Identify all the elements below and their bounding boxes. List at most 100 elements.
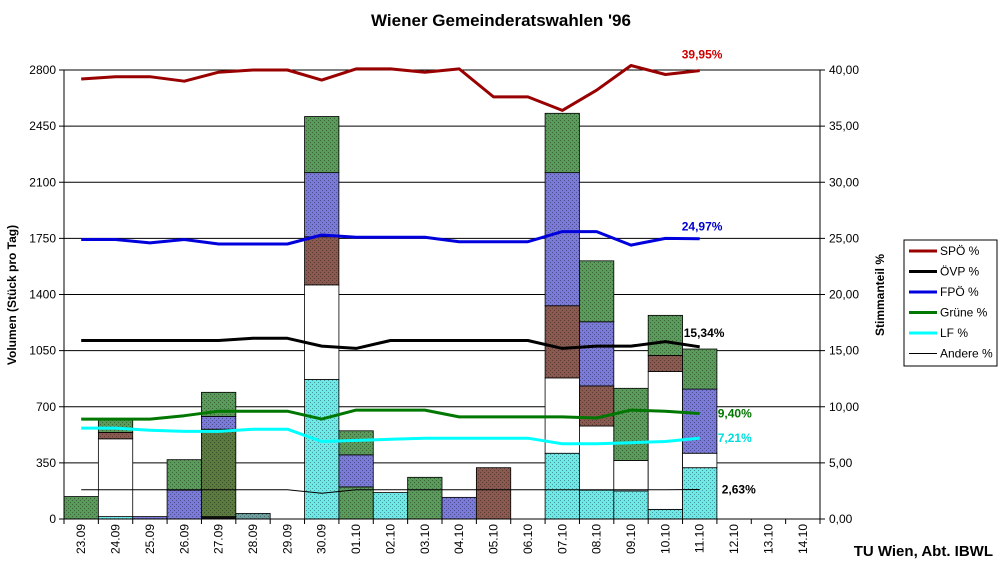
line-series-3 — [81, 408, 700, 421]
legend-label: FPÖ % — [940, 285, 979, 299]
end-label: 9,40% — [718, 406, 752, 420]
bar-texture — [682, 467, 717, 519]
y-tick-label: 700 — [36, 400, 56, 414]
bar-texture — [545, 305, 580, 378]
bar-texture — [304, 172, 339, 237]
bar-texture — [338, 486, 374, 519]
x-tick-label: 05.10 — [487, 524, 501, 554]
bar-texture — [304, 379, 339, 519]
legend-box — [903, 239, 998, 367]
bar-texture — [545, 113, 580, 173]
bar-segment — [97, 438, 134, 517]
bar-texture — [648, 315, 683, 356]
bar-texture — [579, 385, 614, 426]
bar-texture — [64, 496, 99, 519]
x-tick-label: 26.09 — [177, 524, 191, 554]
bar-texture — [167, 459, 202, 491]
x-tick-label: 01.10 — [349, 524, 363, 554]
legend-label: SPÖ % — [940, 244, 980, 258]
bar-group — [63, 112, 718, 520]
bar-texture — [98, 432, 133, 439]
y-tick-label: 2450 — [29, 119, 56, 133]
bar-texture — [373, 492, 408, 519]
y2-tick-label: 15,00 — [829, 344, 859, 358]
line-series-5 — [81, 489, 700, 494]
y2-tick-label: 40,00 — [829, 63, 859, 77]
bar-segment — [613, 460, 649, 492]
bar-texture — [201, 429, 236, 517]
bar-texture — [201, 416, 236, 430]
y2-tick-label: 25,00 — [829, 231, 859, 245]
x-tick-label: 08.10 — [590, 524, 604, 554]
end-label: 2,63% — [722, 482, 756, 496]
y2-axis-label: Stimmanteil % — [873, 254, 887, 336]
bar-texture — [338, 454, 374, 487]
end-label: 7,21% — [718, 431, 752, 445]
bar-texture — [167, 490, 202, 519]
bar-texture — [476, 467, 511, 519]
bar-texture — [648, 509, 683, 519]
x-tick-label: 11.10 — [693, 524, 707, 553]
y-tick-label: 2800 — [29, 63, 56, 77]
bar-texture — [201, 516, 236, 519]
x-tick-label: 24.09 — [109, 524, 123, 554]
bar-texture — [545, 453, 580, 519]
x-tick-label: 27.09 — [212, 524, 226, 554]
legend-label: ÖVP % — [940, 265, 979, 279]
end-label: 24,97% — [682, 220, 723, 234]
x-tick-label: 14.10 — [796, 524, 810, 554]
bar-texture — [579, 260, 614, 322]
bar-texture — [613, 388, 649, 461]
y-tick-label: 1400 — [29, 288, 56, 302]
bar-texture — [442, 497, 477, 519]
tick-labels: 0 350 700 1050 1400 1750 2100 2450 2800 0,00 5,00 1… — [29, 63, 859, 554]
legend-label: Grüne % — [940, 306, 988, 320]
footer-text: TU Wien, Abt. IBWL — [854, 543, 993, 560]
y-tick-label: 1050 — [29, 344, 56, 358]
bar-texture — [235, 513, 271, 519]
y-tick-label: 0 — [49, 512, 56, 526]
bar-texture — [545, 172, 580, 306]
bar-texture — [613, 490, 649, 519]
x-tick-label: 04.10 — [452, 524, 466, 554]
line-series-0 — [81, 64, 700, 112]
x-tick-label: 09.10 — [624, 524, 638, 554]
bar-texture — [579, 321, 614, 386]
y-tick-label: 2100 — [29, 175, 56, 189]
x-tick-label: 13.10 — [761, 524, 775, 554]
bar-texture — [407, 477, 442, 519]
bar-segment — [682, 452, 718, 469]
end-labels: 39,95% 24,97% 15,34% 9,40% 7,21% 2,63% — [682, 48, 756, 497]
x-tick-label: 12.10 — [727, 524, 741, 554]
y2-tick-label: 0,00 — [829, 512, 853, 526]
bar-texture — [132, 516, 168, 519]
bar-texture — [98, 516, 133, 519]
bar-segment — [304, 284, 340, 380]
x-tick-label: 29.09 — [280, 524, 294, 554]
line-group — [81, 64, 700, 494]
x-tick-label: 03.10 — [418, 524, 432, 554]
x-tick-label: 28.09 — [246, 524, 260, 554]
line-series-4 — [81, 426, 700, 446]
x-tick-label: 02.10 — [383, 524, 397, 554]
axes — [59, 69, 825, 524]
x-tick-label: 23.09 — [74, 524, 88, 554]
chart-title: Wiener Gemeinderatswahlen '96 — [371, 11, 631, 30]
bar-texture — [338, 430, 374, 455]
y-tick-label: 1750 — [29, 231, 56, 245]
x-tick-label: 10.10 — [658, 524, 672, 554]
bar-segment — [579, 425, 615, 491]
y2-tick-label: 10,00 — [829, 400, 859, 414]
bar-texture — [682, 349, 717, 390]
bar-texture — [98, 419, 133, 433]
bar-texture — [304, 116, 339, 173]
line-series-1 — [81, 336, 700, 350]
legend-label: LF % — [940, 326, 968, 340]
y-tick-label: 350 — [36, 456, 56, 470]
x-tick-label: 07.10 — [555, 524, 569, 554]
y2-tick-label: 30,00 — [829, 175, 859, 189]
legend: SPÖ % ÖVP % FPÖ % Grüne % LF % Andere % — [903, 239, 998, 367]
x-tick-label: 06.10 — [521, 524, 535, 554]
bar-texture — [304, 236, 339, 285]
